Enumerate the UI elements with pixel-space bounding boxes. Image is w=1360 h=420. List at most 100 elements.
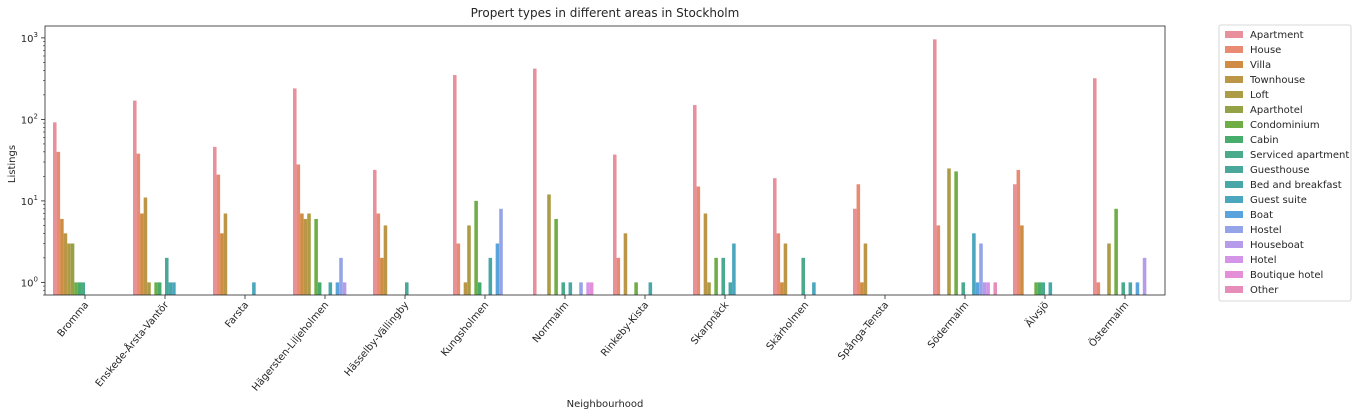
bar	[53, 122, 57, 295]
bar	[67, 243, 71, 295]
bar	[863, 243, 868, 295]
legend-label: Aparthotel	[1250, 105, 1303, 116]
y-tick-label: 102	[21, 112, 38, 126]
chart-title: Propert types in different areas in Stoc…	[471, 6, 740, 20]
legend-label: Apartment	[1250, 30, 1304, 41]
bar	[812, 282, 816, 295]
bar	[383, 225, 388, 295]
bar	[975, 282, 980, 295]
bar	[56, 151, 61, 295]
bar	[373, 169, 377, 295]
bar	[314, 218, 318, 295]
bar	[860, 282, 864, 295]
bar	[342, 282, 347, 295]
bar	[165, 257, 169, 295]
bar	[982, 282, 987, 295]
legend-swatch	[1225, 286, 1243, 293]
legend-label: House	[1250, 45, 1281, 56]
legend-swatch	[1225, 211, 1243, 218]
bar	[1093, 78, 1097, 295]
bar	[220, 233, 224, 295]
bar	[707, 282, 711, 295]
bar	[140, 213, 144, 295]
bar	[1048, 282, 1053, 295]
bar	[856, 184, 861, 295]
bar	[693, 105, 697, 295]
bar	[1121, 282, 1125, 295]
bar	[773, 178, 777, 295]
bar	[296, 164, 301, 295]
bar	[554, 218, 558, 295]
x-tick-label: Skärholmen	[765, 300, 812, 353]
bar	[780, 282, 784, 295]
bar	[1135, 282, 1140, 295]
y-tick-label: 103	[21, 31, 38, 45]
bar	[495, 243, 500, 295]
bar	[568, 282, 573, 295]
bar	[1128, 282, 1133, 295]
bar	[499, 208, 503, 295]
bar	[1142, 257, 1147, 295]
bar	[376, 213, 381, 295]
legend-swatch	[1225, 181, 1243, 188]
bar	[456, 243, 461, 295]
bar	[474, 200, 478, 295]
bar	[728, 282, 733, 295]
bar	[60, 218, 64, 295]
bar	[1041, 282, 1045, 295]
bar	[81, 282, 85, 295]
bar	[168, 282, 173, 295]
bar	[74, 282, 78, 295]
legend-label: Loft	[1250, 90, 1269, 101]
legend-label: Bed and breakfast	[1250, 180, 1342, 191]
bar	[933, 39, 937, 295]
y-tick-label: 100	[21, 275, 38, 289]
x-tick-label: Hässelby-Vällingby	[343, 300, 412, 379]
bar	[1013, 184, 1017, 295]
bar	[63, 233, 68, 295]
y-axis-label: Listings	[7, 145, 18, 183]
bar	[147, 282, 151, 295]
bar	[648, 282, 653, 295]
bar	[467, 225, 471, 295]
legend: Apartment House Villa Townhouse Loft Aparthot…	[1218, 24, 1352, 302]
legend-swatch	[1225, 226, 1243, 233]
x-tick-label: Kungsholmen	[439, 300, 491, 359]
bar	[172, 282, 176, 295]
bar	[77, 282, 82, 295]
legend-label: Boutique hotel	[1250, 270, 1323, 281]
bar	[1114, 208, 1118, 295]
x-tick-label: Bromma	[56, 300, 92, 340]
bar	[1016, 169, 1021, 295]
legend-swatch	[1225, 46, 1243, 53]
bar	[613, 154, 617, 295]
legend-swatch	[1225, 151, 1243, 158]
bar	[993, 282, 997, 295]
legend-swatch	[1225, 256, 1243, 263]
x-tick-label: Farsta	[223, 300, 251, 330]
y-ticks: 100 101 102 103	[21, 31, 45, 296]
y-tick-label: 101	[21, 194, 38, 208]
x-ticks: Bromma Enskede-Årsta-Vantör FarstaHägerste…	[56, 295, 1132, 394]
plot-frame	[44, 25, 1166, 296]
bar	[721, 257, 725, 295]
bar	[1020, 225, 1024, 295]
bar	[70, 243, 75, 295]
bar	[979, 243, 983, 295]
bar	[154, 282, 158, 295]
legend-swatch	[1225, 121, 1243, 128]
legend-swatch	[1225, 136, 1243, 143]
bar	[947, 168, 951, 295]
bar	[616, 257, 621, 295]
legend-swatch	[1225, 76, 1243, 83]
legend-label: Serviced apartment	[1250, 150, 1349, 161]
x-tick-label: Skarpnäck	[689, 300, 731, 347]
x-tick-label: Östermalm	[1086, 299, 1132, 350]
bar	[634, 282, 638, 295]
bar	[783, 243, 788, 295]
bar	[157, 282, 162, 295]
bar	[293, 88, 297, 296]
legend-label: Guest suite	[1250, 195, 1307, 206]
